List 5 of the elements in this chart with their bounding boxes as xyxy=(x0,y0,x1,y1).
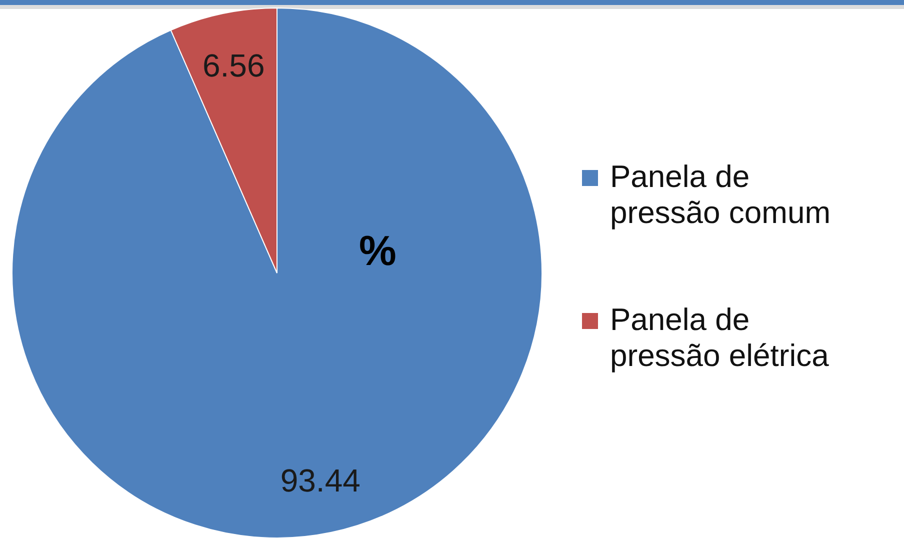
legend-label: Panela de pressão elétrica xyxy=(610,302,830,373)
data-label: 93.44 xyxy=(280,462,360,499)
legend-label: Panela de pressão comum xyxy=(610,159,831,230)
text: % xyxy=(359,227,396,274)
data-label: 6.56 xyxy=(202,47,265,84)
